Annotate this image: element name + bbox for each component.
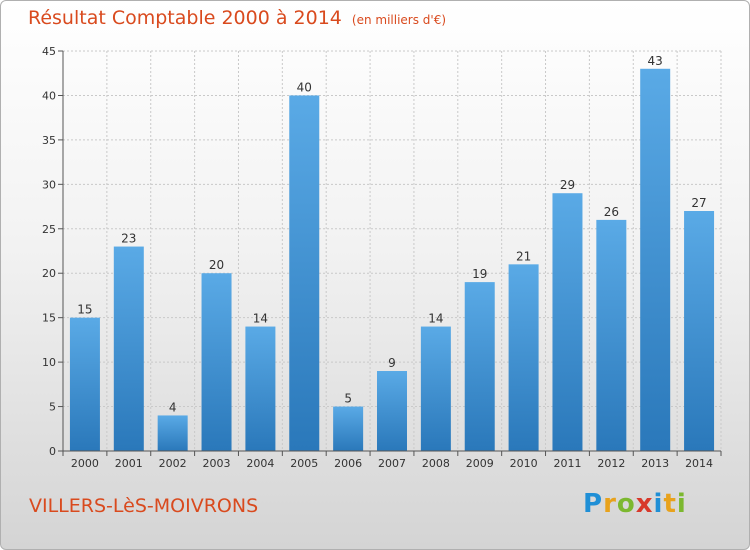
x-tick-label: 2008 — [422, 457, 450, 470]
y-tick-label: 30 — [42, 178, 56, 191]
y-tick-label: 35 — [42, 134, 56, 147]
data-label: 27 — [691, 196, 706, 210]
data-label: 15 — [77, 303, 92, 317]
logo-letter: o — [616, 489, 636, 519]
data-label: 14 — [428, 312, 443, 326]
data-label: 9 — [388, 356, 396, 370]
y-tick-label: 25 — [42, 223, 56, 236]
y-tick-label: 20 — [42, 267, 56, 280]
data-label: 4 — [169, 400, 177, 414]
logo-letter: i — [653, 489, 664, 519]
bar — [508, 264, 539, 451]
chart-subtitle: (en milliers d'€) — [351, 13, 447, 27]
bar — [113, 246, 144, 451]
x-tick-label: 2003 — [203, 457, 231, 470]
data-label: 14 — [253, 312, 268, 326]
bars: 15 23 4 20 14 40 5 9 14 19 21 29 26 43 27 — [69, 54, 715, 452]
data-label: 26 — [604, 205, 619, 219]
x-tick-label: 2012 — [597, 457, 625, 470]
bar — [684, 211, 715, 451]
x-tick-label: 2006 — [334, 457, 362, 470]
bar — [289, 95, 320, 451]
bar — [552, 193, 583, 451]
x-tick-label: 2013 — [641, 457, 669, 470]
data-label: 5 — [344, 392, 352, 406]
logo-letter: P — [583, 489, 604, 519]
x-tick-label: 2014 — [685, 457, 713, 470]
y-tick-label: 45 — [42, 45, 56, 58]
bar — [69, 317, 100, 451]
bar — [333, 406, 364, 451]
bar — [377, 371, 407, 451]
bar — [464, 282, 495, 451]
bar — [245, 326, 276, 451]
chart-title: Résultat Comptable 2000 à 2014 (en millie… — [28, 7, 446, 29]
logo-letter: x — [635, 489, 654, 519]
commune-name: VILLERS-LèS-MOIVRONS — [29, 495, 259, 517]
x-tick-label: 2009 — [466, 457, 494, 470]
data-label: 29 — [560, 178, 575, 192]
data-label: 23 — [121, 232, 136, 246]
logo-letter: i — [676, 489, 687, 519]
x-tick-label: 2011 — [553, 457, 581, 470]
proxiti-logo[interactable]: Proxiti — [583, 489, 687, 519]
bar — [157, 415, 188, 451]
x-tick-label: 2000 — [71, 457, 99, 470]
data-label: 19 — [472, 267, 487, 281]
data-label: 40 — [297, 80, 312, 94]
logo-letter: t — [663, 489, 677, 519]
data-label: 43 — [648, 54, 663, 68]
bar — [201, 273, 232, 451]
y-tick-label: 40 — [42, 89, 56, 102]
y-tick-label: 0 — [49, 445, 56, 458]
x-tick-label: 2001 — [115, 457, 143, 470]
chart-title-text: Résultat Comptable 2000 à 2014 — [28, 7, 342, 29]
x-tick-label: 2005 — [290, 457, 318, 470]
y-tick-label: 15 — [42, 312, 56, 325]
x-tick-label: 2007 — [378, 457, 406, 470]
x-tick-label: 2010 — [510, 457, 538, 470]
data-label: 21 — [516, 249, 531, 263]
y-tick-label: 5 — [49, 401, 56, 414]
bar — [640, 68, 671, 452]
x-tick-label: 2004 — [246, 457, 274, 470]
data-label: 20 — [209, 258, 224, 272]
bar — [420, 326, 451, 451]
bar — [596, 219, 627, 451]
x-tick-label: 2002 — [159, 457, 187, 470]
logo-letter: r — [603, 489, 617, 519]
y-tick-label: 10 — [42, 356, 56, 369]
